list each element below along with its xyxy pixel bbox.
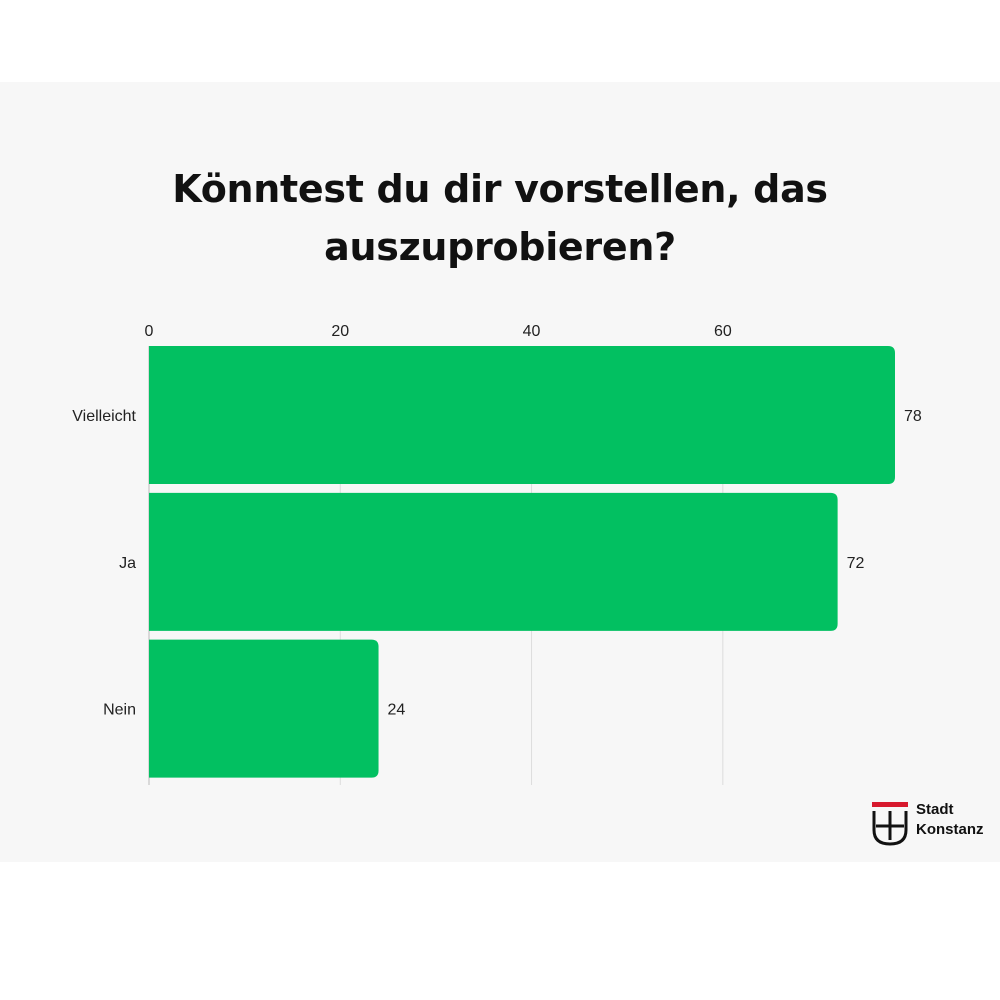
logo-line-1: Stadt — [916, 801, 954, 818]
value-label: 78 — [904, 408, 922, 425]
value-labels: 78 72 24 — [388, 408, 922, 719]
chart-title: Könntest du dir vorstellen, das auszupro… — [172, 167, 828, 269]
stadt-konstanz-logo: Stadt Konstanz — [870, 800, 998, 850]
logo-text: Stadt Konstanz — [916, 800, 984, 840]
x-tick-label: 0 — [145, 323, 154, 340]
category-labels: Vielleicht Ja Nein — [72, 408, 136, 719]
bars — [149, 346, 895, 778]
x-tick-label: 60 — [714, 323, 732, 340]
value-label: 72 — [847, 555, 865, 572]
x-axis-ticks: 0 20 40 60 — [145, 323, 732, 340]
bar — [149, 639, 379, 778]
konstanz-shield-cross-icon — [872, 802, 908, 846]
logo-line-2: Konstanz — [916, 821, 984, 838]
category-label: Ja — [119, 555, 136, 572]
category-label: Nein — [103, 702, 136, 719]
x-tick-label: 20 — [331, 323, 349, 340]
x-tick-label: 40 — [523, 323, 541, 340]
value-label: 24 — [388, 702, 406, 719]
bar — [149, 346, 895, 484]
category-label: Vielleicht — [72, 408, 136, 425]
bar — [149, 492, 838, 631]
